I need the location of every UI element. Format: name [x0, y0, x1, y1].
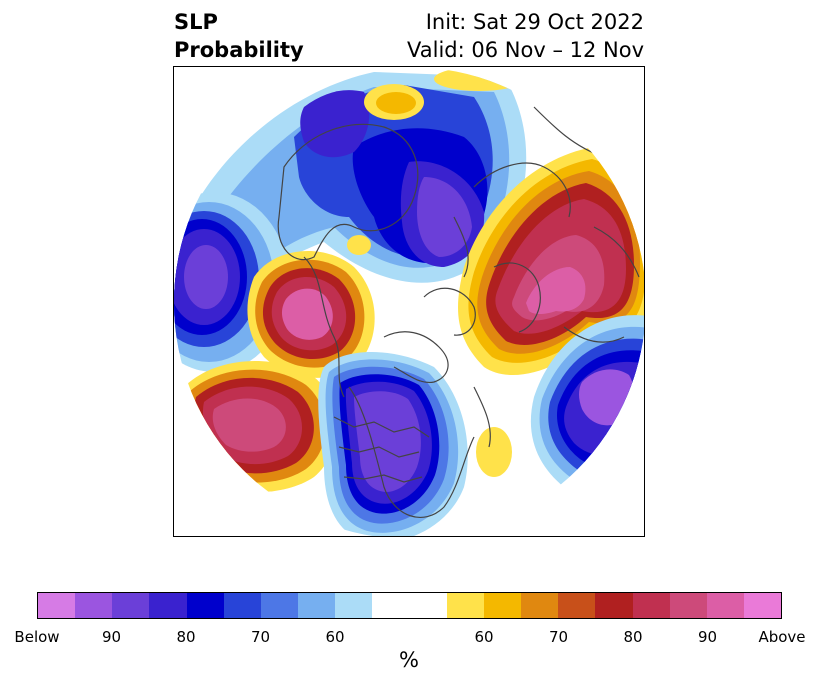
colorbar-tick-label: 70: [250, 628, 271, 646]
colorbar-tick-label: 90: [697, 628, 718, 646]
colorbar-segment: [595, 593, 633, 618]
polar-map: [173, 66, 645, 537]
above-normal-patch-small: [347, 235, 371, 255]
above-normal-core-north: [376, 92, 416, 114]
colorbar-segment: [706, 593, 744, 618]
colorbar-tick-label: 60: [474, 628, 494, 646]
colorbar-segment: [409, 593, 447, 618]
above-normal-patch-northeast: [434, 67, 524, 91]
colorbar-tick-label: 70: [548, 628, 569, 646]
colorbar-segment: [186, 593, 224, 618]
colorbar-segment: [260, 593, 299, 618]
colorbar-segment: [75, 593, 113, 618]
colorbar: [37, 592, 782, 619]
above-normal-region-east: [458, 147, 644, 375]
colorbar-segment: [372, 593, 410, 618]
colorbar-segment: [149, 593, 187, 618]
colorbar-segment: [558, 593, 596, 618]
colorbar-segment: [112, 593, 150, 618]
colorbar-tick-label: 80: [176, 628, 196, 646]
above-normal-patch-atlantic: [476, 427, 512, 477]
map-dates: Init: Sat 29 Oct 2022 Valid: 06 Nov – 12…: [407, 8, 644, 64]
colorbar-tick-label: 60: [325, 628, 345, 646]
colorbar-segment: [669, 593, 707, 618]
probability-map-svg: [174, 67, 644, 536]
colorbar-segment: [335, 593, 373, 618]
valid-range: Valid: 06 Nov – 12 Nov: [407, 38, 644, 62]
colorbar-segment: [446, 593, 484, 618]
colorbar-segment: [483, 593, 522, 618]
colorbar-segment: [743, 593, 782, 618]
colorbar-tick-label: Below: [14, 628, 60, 646]
above-normal-region-southwest: [180, 360, 337, 492]
colorbar-segment: [298, 593, 336, 618]
colorbar-segment: [38, 593, 76, 618]
title-field: Probability: [174, 38, 304, 62]
init-date: Init: Sat 29 Oct 2022: [425, 10, 644, 34]
colorbar-segment: [521, 593, 559, 618]
colorbar-unit-label: %: [399, 648, 419, 672]
above-normal-region-west: [247, 250, 375, 378]
colorbar-tick-label: 80: [623, 628, 643, 646]
title-variable: SLP: [174, 10, 218, 34]
map-title: SLP Probability: [174, 8, 304, 64]
colorbar-tick-label: 90: [101, 628, 122, 646]
colorbar-segment: [223, 593, 261, 618]
colorbar-tick-label: Above: [758, 628, 806, 646]
colorbar-segment: [632, 593, 670, 618]
